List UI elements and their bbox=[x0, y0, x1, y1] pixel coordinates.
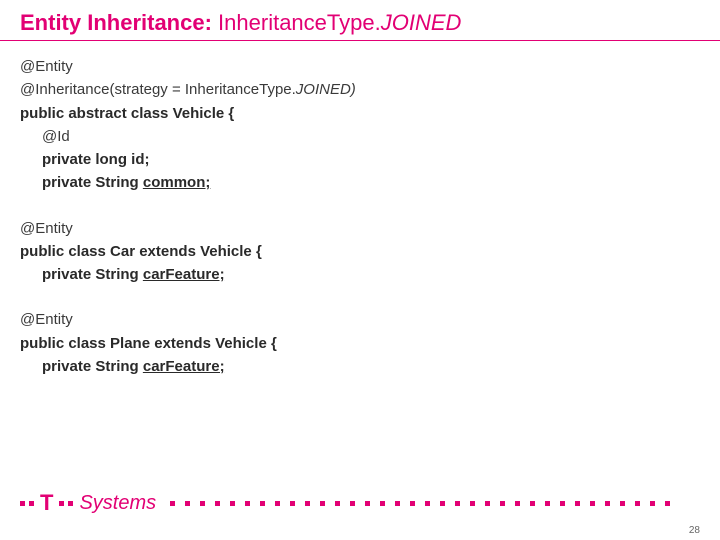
footer-dot-icon bbox=[620, 501, 625, 506]
footer-dot-icon bbox=[305, 501, 310, 506]
code-line: public class Plane extends Vehicle { bbox=[20, 332, 700, 355]
footer-dot-icon bbox=[650, 501, 655, 506]
code-line: @Entity bbox=[20, 217, 700, 240]
page-number: 28 bbox=[689, 525, 700, 536]
footer-dot-icon bbox=[275, 501, 280, 506]
footer-dot-icon bbox=[365, 501, 370, 506]
footer-dot-icon bbox=[320, 501, 325, 506]
footer-dot-icon bbox=[590, 501, 595, 506]
logo-t-icon: T bbox=[40, 490, 53, 516]
code-line: public class Car extends Vehicle { bbox=[20, 240, 700, 263]
footer-dot-icon bbox=[350, 501, 355, 506]
footer-dot-icon bbox=[500, 501, 505, 506]
footer-dot-icon bbox=[170, 501, 175, 506]
code-line: private long id; bbox=[20, 148, 700, 171]
footer: T Systems bbox=[0, 488, 720, 518]
footer-dot-icon bbox=[545, 501, 550, 506]
footer-dot-icon bbox=[560, 501, 565, 506]
footer-dot-icon bbox=[635, 501, 640, 506]
code-block: @Entity @Inheritance(strategy = Inherita… bbox=[0, 41, 720, 378]
footer-dot-icon bbox=[425, 501, 430, 506]
footer-dot-icon bbox=[200, 501, 205, 506]
footer-dot-icon bbox=[410, 501, 415, 506]
footer-dot-icon bbox=[395, 501, 400, 506]
footer-dot-icon bbox=[290, 501, 295, 506]
code-line: @Entity bbox=[20, 308, 700, 331]
footer-dot-icon bbox=[605, 501, 610, 506]
footer-dot-icon bbox=[215, 501, 220, 506]
footer-dot-icon bbox=[440, 501, 445, 506]
blank-line bbox=[20, 195, 700, 217]
logo-dot-icon bbox=[20, 501, 25, 506]
footer-dots bbox=[170, 501, 700, 506]
footer-dot-icon bbox=[515, 501, 520, 506]
code-line: private String carFeature; bbox=[20, 355, 700, 378]
title-normal: InheritanceType. bbox=[218, 10, 381, 35]
footer-dot-icon bbox=[245, 501, 250, 506]
blank-line bbox=[20, 286, 700, 308]
footer-dot-icon bbox=[260, 501, 265, 506]
footer-dot-icon bbox=[575, 501, 580, 506]
code-line: @Id bbox=[20, 125, 700, 148]
logo-dot-icon bbox=[68, 501, 73, 506]
footer-dot-icon bbox=[455, 501, 460, 506]
code-line: @Inheritance(strategy = InheritanceType.… bbox=[20, 78, 700, 101]
title-bold: Entity Inheritance: bbox=[20, 10, 218, 35]
footer-dot-icon bbox=[530, 501, 535, 506]
footer-dot-icon bbox=[665, 501, 670, 506]
footer-dot-icon bbox=[335, 501, 340, 506]
logo-dot-icon bbox=[29, 501, 34, 506]
footer-dot-icon bbox=[185, 501, 190, 506]
footer-dot-icon bbox=[470, 501, 475, 506]
title-italic: JOINED bbox=[381, 10, 462, 35]
logo-dot-icon bbox=[59, 501, 64, 506]
footer-dot-icon bbox=[230, 501, 235, 506]
code-line: @Entity bbox=[20, 55, 700, 78]
footer-dot-icon bbox=[485, 501, 490, 506]
code-line: private String carFeature; bbox=[20, 263, 700, 286]
code-line: private String common; bbox=[20, 171, 700, 194]
logo-text: Systems bbox=[79, 492, 156, 515]
footer-dot-icon bbox=[380, 501, 385, 506]
slide-title: Entity Inheritance: InheritanceType.JOIN… bbox=[0, 0, 720, 41]
code-line: public abstract class Vehicle { bbox=[20, 102, 700, 125]
brand-logo: T Systems bbox=[20, 490, 156, 516]
